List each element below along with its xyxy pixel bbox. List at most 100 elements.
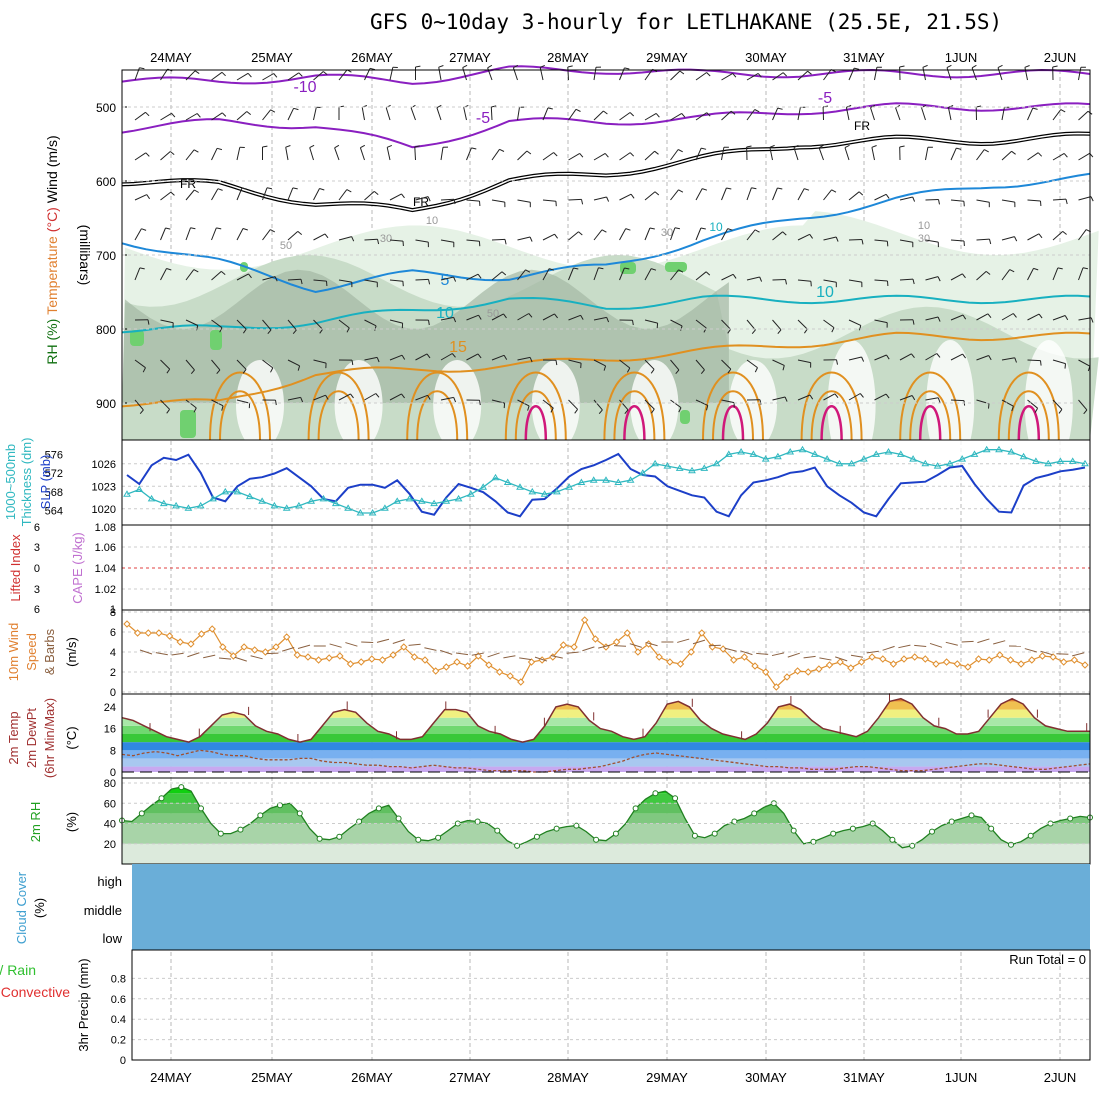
wind-barb: [1052, 359, 1066, 365]
date-label-bottom: 28MAY: [547, 1070, 589, 1085]
wind-barb: [338, 189, 348, 201]
isotherm-loop-hot: [820, 405, 843, 441]
wind-barb: [364, 356, 378, 361]
wind-barb: [619, 112, 631, 121]
wind-barb: [1078, 229, 1087, 241]
wind-barb-feather: [436, 104, 442, 109]
wind-barb-feather: [777, 187, 783, 190]
wind-barb: [517, 356, 531, 361]
date-label-top: 30MAY: [745, 50, 787, 65]
wind-barb-feather: [190, 227, 196, 230]
wind-barb-10m: [139, 649, 153, 655]
contour-label: 30: [380, 233, 392, 245]
wind-barb-feather: [142, 367, 146, 373]
cloud-ylabel: Cloud Cover: [14, 871, 29, 944]
wind-barb: [1052, 399, 1063, 410]
wind-barb: [517, 107, 520, 121]
thickness-marker: [638, 469, 647, 476]
wind-barb-feather: [681, 113, 686, 118]
thickness-marker: [331, 499, 340, 507]
wind-barb-feather: [1034, 407, 1039, 413]
rh-patch-90: [130, 330, 144, 346]
wind-barb-10m: [376, 638, 390, 643]
wind-speed-marker: [431, 667, 440, 675]
wind-barb: [568, 267, 574, 281]
y-tick-label: 500: [96, 101, 116, 115]
wind-barb-feather: [624, 267, 630, 270]
wind-barb: [236, 359, 247, 370]
wind-barb-feather: [453, 276, 457, 282]
thickness-marker: [442, 497, 451, 504]
wind-barb: [262, 109, 271, 121]
wind-barb-feather: [547, 107, 553, 110]
contour-label: 30: [918, 233, 930, 245]
wind-speed-marker: [1017, 660, 1025, 668]
wind-barb-feather: [428, 320, 430, 326]
wind-barb: [644, 191, 656, 201]
wind-barb: [134, 399, 144, 411]
date-label-bottom: 26MAY: [351, 1070, 393, 1085]
rh-marker: [257, 812, 264, 819]
wind-barb-feather: [700, 227, 706, 230]
wind-barb-feather: [293, 107, 299, 111]
wind-barb: [134, 228, 142, 241]
wind-barb-10m: [945, 641, 958, 646]
date-label-top: 27MAY: [449, 50, 491, 65]
wind-barb-feather: [727, 329, 732, 334]
wind-barb-feather: [727, 228, 733, 231]
rh-bands: [122, 787, 1090, 864]
isotherm-line: [121, 294, 1091, 334]
wind-barb-feather: [139, 409, 144, 415]
y-tick-label: 3: [34, 542, 40, 554]
cape-ylabel: CAPE (J/kg): [70, 532, 85, 604]
thickness-marker: [295, 501, 303, 509]
warm-cell: [531, 360, 580, 450]
y-tick-label: 4: [110, 647, 116, 659]
wind-speed-marker: [751, 662, 759, 670]
wind-barb: [1027, 199, 1041, 202]
wind-speed-marker: [357, 658, 365, 666]
y-tick-label: 1026: [92, 459, 116, 471]
wind-barb-feather: [654, 150, 659, 155]
wind-barb-feather: [1032, 107, 1038, 110]
rh-marker: [296, 810, 303, 817]
wind-barb: [542, 152, 554, 161]
wind-barb-feather: [759, 276, 763, 282]
wind-barb: [211, 227, 217, 241]
wind-speed-marker: [495, 668, 504, 676]
wind-barb: [1001, 107, 1005, 121]
wind-barb: [185, 269, 195, 281]
wind-speed-marker: [1028, 656, 1036, 664]
wind-barb-feather: [861, 356, 865, 362]
wind-barb-feather: [267, 329, 272, 335]
wind-barb-feather: [247, 72, 252, 78]
thickness-marker: [503, 478, 512, 485]
wind-barb: [542, 107, 549, 121]
wind-barb-feather: [1064, 315, 1069, 321]
wind-barb: [772, 72, 784, 81]
wind-speed-marker: [133, 629, 142, 637]
contour-label: 10: [816, 284, 834, 301]
thickness-marker: [270, 501, 279, 509]
wind-barb: [568, 359, 582, 364]
wind-barb-feather: [346, 327, 350, 333]
upper-ylabel2: (millibars): [77, 225, 93, 286]
wind-barb: [976, 238, 990, 241]
contour-label: 50: [280, 240, 292, 252]
wind-barb: [1078, 359, 1091, 367]
wind-barb-feather: [580, 315, 584, 320]
wind-barb-feather: [322, 71, 328, 75]
wind-speed-marker: [240, 643, 248, 651]
wind-barb: [338, 69, 348, 81]
wind-barb-feather: [834, 393, 839, 399]
wind-barb-feather: [702, 188, 708, 191]
wind-barb-feather: [401, 393, 405, 399]
wind-barb: [389, 239, 404, 242]
temp-band: [122, 717, 1090, 726]
rh-marker: [217, 830, 224, 837]
wind-speed-marker: [123, 620, 131, 628]
wind-barb: [695, 319, 707, 329]
wind-barb: [925, 316, 939, 321]
wind-barb-feather: [170, 191, 175, 196]
wind-barb: [899, 196, 913, 201]
